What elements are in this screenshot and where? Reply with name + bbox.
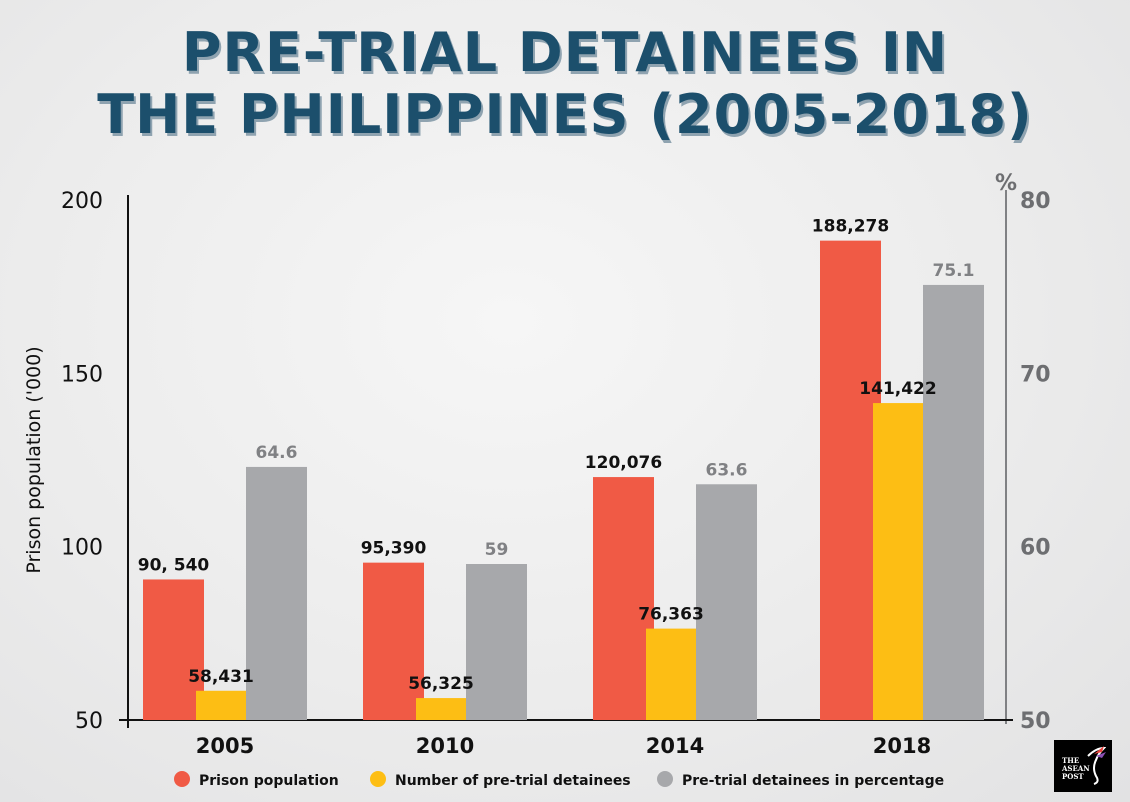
legend-label-3: Pre-trial detainees in percentage	[682, 773, 944, 789]
data-label-2005-series-3: 64.6	[256, 443, 298, 463]
left-tick-label: 150	[61, 362, 103, 387]
data-label-2005-series-2: 58,431	[188, 667, 254, 687]
legend-swatch-3	[657, 771, 673, 787]
right-tick-label: 70	[1020, 362, 1051, 387]
data-label-2014-series-3: 63.6	[706, 460, 748, 480]
left-tick-label: 50	[75, 709, 103, 734]
bar-2018-series-1	[820, 240, 881, 720]
bar-2014-series-2	[646, 628, 696, 720]
data-label-2014-series-1: 120,076	[585, 453, 662, 473]
the-asean-post-logo: THE ASEAN POST	[1054, 740, 1112, 792]
bar-2005-series-2	[196, 690, 246, 720]
right-axis-title: %	[995, 171, 1017, 196]
bar-2014-series-3	[696, 484, 757, 720]
legend-label-1: Prison population	[199, 773, 339, 789]
data-label-2010-series-1: 95,390	[361, 539, 427, 559]
data-label-2005-series-1: 90, 540	[138, 555, 210, 575]
x-tick-label-2010: 2010	[416, 734, 474, 758]
title-line-1: PRE-TRIAL DETAINEES IN	[181, 21, 949, 84]
bar-2010-series-2	[416, 698, 466, 720]
bar-2018-series-3	[923, 284, 984, 720]
bar-2005-series-3	[246, 466, 307, 720]
left-tick-label: 100	[61, 536, 103, 561]
data-label-2018-series-3: 75.1	[933, 261, 975, 281]
legend-swatch-1	[174, 771, 190, 787]
bar-2010-series-3	[466, 564, 527, 720]
data-label-2010-series-3: 59	[485, 540, 509, 560]
chart-title: PRE-TRIAL DETAINEES IN THE PHILIPPINES (…	[0, 22, 1130, 146]
data-label-2018-series-2: 141,422	[859, 379, 936, 399]
left-tick-label: 200	[61, 189, 103, 214]
x-tick-label-2018: 2018	[873, 734, 931, 758]
bar-2014-series-1	[593, 477, 654, 720]
data-label-2010-series-2: 56,325	[408, 674, 474, 694]
title-line-2: THE PHILIPPINES (2005-2018)	[97, 83, 1033, 146]
bar-2010-series-1	[363, 562, 424, 720]
legend-swatch-2	[370, 771, 386, 787]
right-tick-label: 80	[1020, 189, 1051, 214]
data-label-2014-series-2: 76,363	[638, 605, 704, 625]
bar-2018-series-2	[873, 403, 923, 720]
x-tick-label-2005: 2005	[196, 734, 254, 758]
data-label-2018-series-1: 188,278	[812, 217, 889, 237]
legend-label-2: Number of pre-trial detainees	[395, 773, 631, 789]
x-tick-label-2014: 2014	[646, 734, 704, 758]
left-axis-title: Prison population ('000)	[23, 346, 45, 573]
bar-2005-series-1	[143, 579, 204, 720]
bird-icon	[1087, 746, 1106, 785]
right-tick-label: 50	[1020, 709, 1051, 734]
right-tick-label: 60	[1020, 536, 1051, 561]
logo-wordmark: THE ASEAN POST	[1062, 756, 1090, 781]
